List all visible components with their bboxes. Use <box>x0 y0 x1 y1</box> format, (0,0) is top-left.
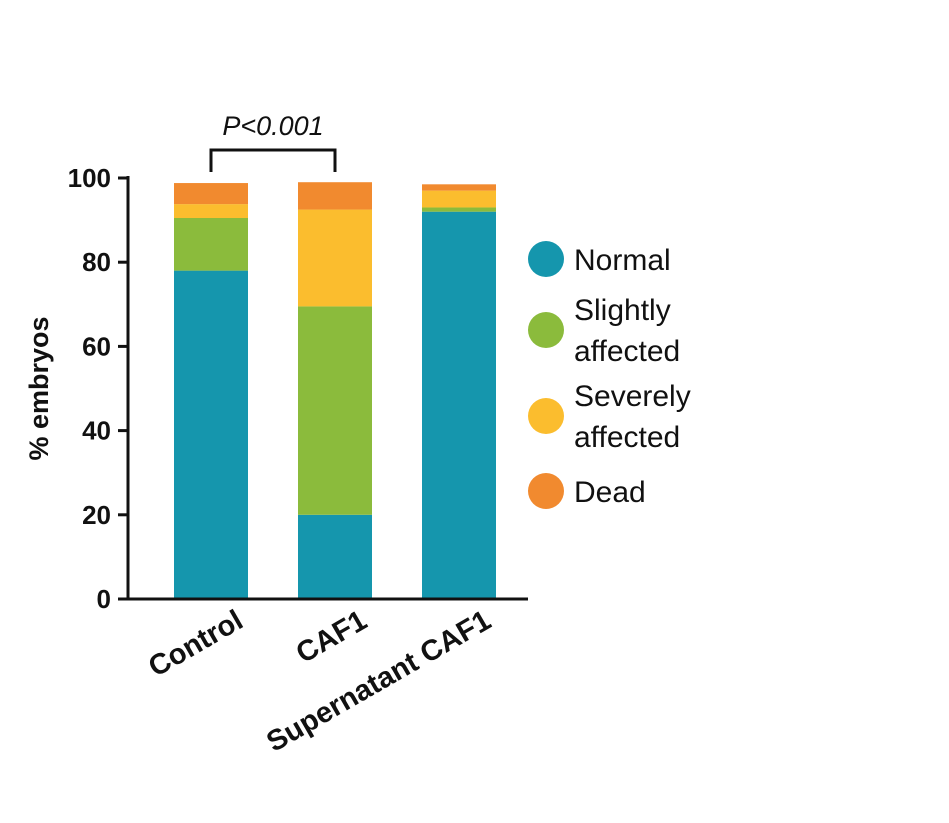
bar-segment-slightly-affected <box>298 306 372 515</box>
bar-segment-slightly-affected <box>174 217 248 271</box>
bar-segment-normal <box>422 211 496 599</box>
bar-segment-severely-affected <box>174 204 248 218</box>
legend-label: Dead <box>574 476 646 509</box>
y-axis: 0 20 40 60 80 100 % embryos <box>24 163 130 614</box>
x-tick-label: Control <box>143 604 248 683</box>
y-tick-label: 40 <box>82 416 111 446</box>
legend-swatch <box>528 398 564 434</box>
significance-bracket <box>209 148 337 172</box>
bar-segment-dead <box>174 183 248 205</box>
bar-segment-severely-affected <box>298 209 372 307</box>
legend-swatch <box>528 241 564 277</box>
significance-annotation: P<0.001 <box>209 111 337 172</box>
bar-segment-severely-affected <box>422 190 496 208</box>
bar-segment-normal <box>174 270 248 599</box>
legend-swatch <box>528 312 564 348</box>
bar-segment-dead <box>422 184 496 191</box>
legend: Normal Slightly affected Severely affected De… <box>528 241 691 509</box>
y-tick-label: 0 <box>97 584 111 614</box>
x-tick-label: Supernatant CAF1 <box>261 604 496 758</box>
y-tick-label: 20 <box>82 500 111 530</box>
y-tick-label: 80 <box>82 247 111 277</box>
legend-swatch <box>528 473 564 509</box>
legend-label: affected <box>574 421 680 454</box>
bar-segment-dead <box>298 182 372 210</box>
y-tick-label: 100 <box>68 163 111 193</box>
x-tick-label: CAF1 <box>291 604 373 670</box>
legend-label: Normal <box>574 244 671 277</box>
bars <box>174 182 496 599</box>
legend-label: affected <box>574 335 680 368</box>
y-axis-title: % embryos <box>24 316 54 460</box>
p-value-label: P<0.001 <box>222 111 323 141</box>
legend-label: Slightly <box>574 294 671 327</box>
bar-segment-normal <box>298 514 372 599</box>
legend-label: Severely <box>574 380 691 413</box>
y-tick-label: 60 <box>82 331 111 361</box>
bar-segment-slightly-affected <box>422 207 496 212</box>
